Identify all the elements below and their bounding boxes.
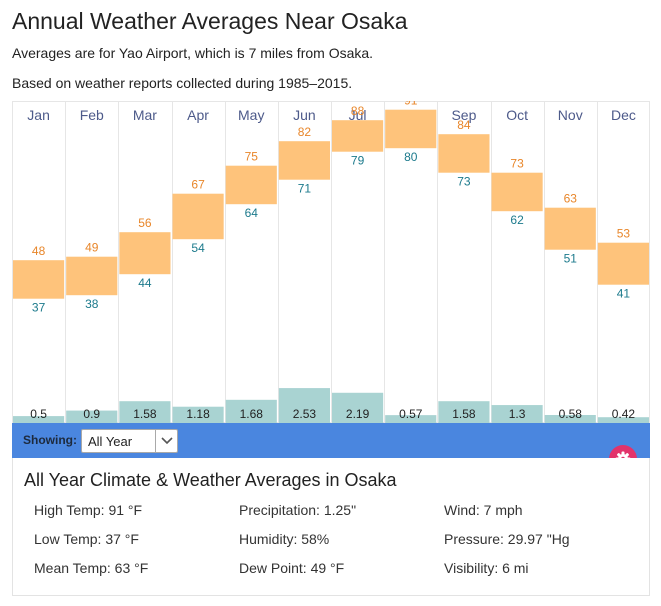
- visibility-stat: Visibility: 6 mi: [444, 560, 529, 576]
- low-temp-label: 73: [457, 175, 471, 189]
- high-temp-label: 56: [138, 216, 152, 230]
- low-temp-label: 62: [510, 213, 524, 227]
- low-temp-label: 80: [404, 150, 418, 164]
- high-temp-label: 53: [617, 227, 631, 241]
- high-temp-label: 82: [298, 125, 312, 139]
- temp-range-bar: [544, 207, 596, 250]
- high-temp-label: 84: [457, 118, 471, 132]
- temp-range-bar: [119, 232, 171, 275]
- precip-value-label: 1.3: [509, 407, 526, 421]
- high-temp-label: 88: [351, 104, 365, 118]
- pressure-stat: Pressure: 29.97 "Hg: [444, 531, 570, 547]
- precip-value-label: 2.19: [346, 407, 370, 421]
- temp-range-bar: [13, 260, 65, 299]
- low-temp-label: 71: [298, 182, 312, 196]
- precip-bar: [66, 410, 118, 423]
- high-temp-label: 75: [245, 150, 259, 164]
- temp-range-bar: [385, 109, 437, 149]
- high-temp-label: 67: [191, 178, 205, 192]
- showing-filter-bar: Showing: All Year: [12, 423, 650, 458]
- precip-value-label: 1.68: [240, 407, 264, 421]
- month-label: Sep: [451, 107, 476, 123]
- precip-bar: [119, 401, 171, 423]
- precip-bar: [438, 401, 490, 423]
- page-title: Annual Weather Averages Near Osaka: [12, 8, 408, 34]
- precip-value-label: 0.5: [30, 407, 47, 421]
- low-temp-label: 64: [245, 206, 259, 220]
- month-label: Oct: [506, 107, 528, 123]
- precip-bar: [597, 417, 649, 423]
- temp-range-bar: [597, 242, 649, 285]
- data-period-note: Based on weather reports collected durin…: [12, 75, 353, 91]
- dew-point-stat: Dew Point: 49 °F: [239, 560, 345, 576]
- precip-value-label: 0.57: [399, 407, 423, 421]
- precip-value-label: 0.9: [83, 407, 100, 421]
- temp-range-bar: [66, 256, 118, 296]
- temp-range-bar: [172, 193, 224, 240]
- high-temp-label: 63: [564, 192, 578, 206]
- precip-bar: [172, 406, 224, 423]
- climate-summary-panel: All Year Climate & Weather Averages in O…: [12, 458, 650, 596]
- temp-range-bar: [278, 141, 330, 180]
- temp-range-bar: [225, 165, 277, 205]
- month-label: Dec: [611, 107, 636, 123]
- precip-value-label: 1.58: [452, 407, 476, 421]
- precipitation-stat: Precipitation: 1.25": [239, 502, 357, 518]
- low-temp-label: 79: [351, 154, 365, 168]
- precip-value-label: 2.53: [293, 407, 317, 421]
- humidity-stat: Humidity: 58%: [239, 531, 330, 547]
- chevron-down-icon[interactable]: [155, 430, 177, 452]
- low-temp-label: 41: [617, 287, 631, 301]
- low-temp-stat: Low Temp: 37 °F: [34, 531, 139, 547]
- precip-bar: [278, 388, 330, 423]
- high-temp-label: 91: [404, 101, 418, 108]
- precip-bar: [491, 405, 543, 423]
- month-label: Apr: [187, 107, 209, 123]
- precip-bar: [332, 392, 384, 423]
- temp-range-bar: [332, 120, 384, 152]
- precip-bar: [544, 414, 596, 423]
- mean-temp-stat: Mean Temp: 63 °F: [34, 560, 149, 576]
- precip-value-label: 1.18: [186, 407, 210, 421]
- precip-value-label: 1.58: [133, 407, 157, 421]
- wind-stat: Wind: 7 mph: [444, 502, 523, 518]
- precip-bar: [385, 415, 437, 423]
- month-label: Nov: [558, 107, 583, 123]
- month-label: Jul: [349, 107, 367, 123]
- precip-value-label: 0.58: [559, 407, 583, 421]
- precip-value-label: 0.42: [612, 407, 636, 421]
- period-select[interactable]: All Year: [81, 429, 178, 453]
- low-temp-label: 44: [138, 276, 152, 290]
- showing-label: Showing:: [23, 433, 77, 447]
- period-select-value: All Year: [88, 434, 133, 449]
- low-temp-label: 51: [564, 252, 578, 266]
- weather-chart: Jan 0.5 48 37 Feb 0.9 49 38 Mar 1.58 56 44 Apr 1.18 67…: [12, 101, 650, 423]
- month-label: Feb: [80, 107, 104, 123]
- month-label: May: [238, 107, 264, 123]
- month-label: Jun: [293, 107, 316, 123]
- weather-chart-svg: Jan 0.5 48 37 Feb 0.9 49 38 Mar 1.58 56 44 Apr 1.18 67…: [12, 101, 650, 423]
- location-note: Averages are for Yao Airport, which is 7…: [12, 45, 374, 61]
- summary-title: All Year Climate & Weather Averages in O…: [24, 470, 397, 490]
- high-temp-label: 48: [32, 244, 46, 258]
- month-label: Mar: [133, 107, 157, 123]
- high-temp-label: 49: [85, 241, 99, 255]
- low-temp-label: 54: [191, 241, 205, 255]
- low-temp-label: 37: [32, 301, 46, 315]
- high-temp-stat: High Temp: 91 °F: [34, 502, 143, 518]
- temp-range-bar: [491, 172, 543, 212]
- temp-range-bar: [438, 134, 490, 173]
- low-temp-label: 38: [85, 297, 99, 311]
- precip-bar: [13, 416, 65, 423]
- precip-bar: [225, 399, 277, 423]
- month-label: Jan: [27, 107, 50, 123]
- high-temp-label: 73: [510, 157, 524, 171]
